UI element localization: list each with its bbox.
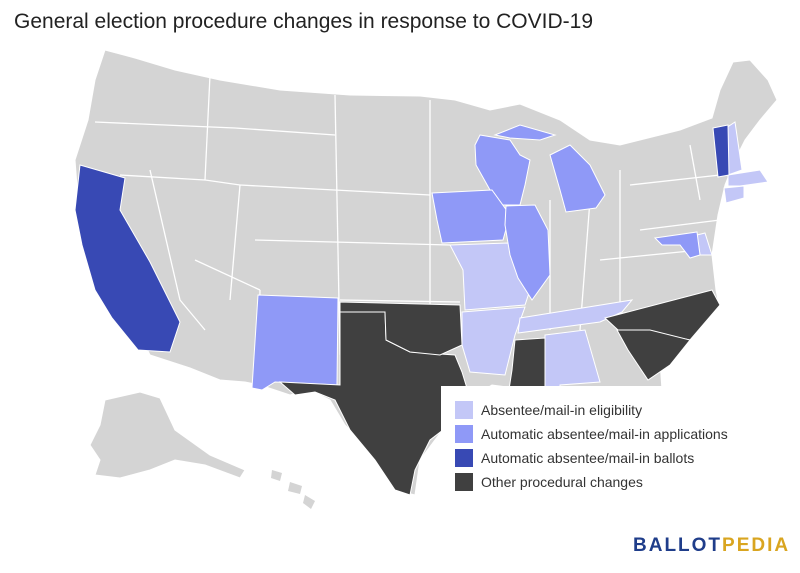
legend-swatch (455, 473, 473, 491)
map-title: General election procedure changes in re… (14, 10, 593, 33)
state-new-mexico (251, 294, 339, 391)
state-connecticut (723, 185, 745, 204)
legend-label: Other procedural changes (481, 474, 643, 490)
hawaii-shape (271, 470, 315, 509)
legend-swatch (455, 449, 473, 467)
legend-label: Automatic absentee/mail-in applications (481, 426, 728, 442)
state-california (74, 164, 181, 353)
legend-swatch (455, 425, 473, 443)
legend-item-ballots: Automatic absentee/mail-in ballots (455, 448, 694, 468)
state-south-carolina (616, 329, 691, 381)
legend-item-applications: Automatic absentee/mail-in applications (455, 424, 728, 444)
state-massachusetts (727, 169, 769, 187)
ballots-states (74, 124, 730, 353)
state-maryland (653, 231, 701, 259)
state-oklahoma (339, 301, 463, 356)
legend: Absentee/mail-in eligibility Automatic a… (441, 386, 800, 498)
state-vermont (712, 124, 730, 178)
state-michigan (493, 124, 606, 213)
legend-item-eligibility: Absentee/mail-in eligibility (455, 400, 642, 420)
other-states (278, 289, 721, 496)
logo-part-ballot: BALLOT (633, 535, 723, 556)
state-iowa (431, 189, 511, 244)
logo-part-pedia: PEDIA (722, 535, 791, 556)
state-illinois (504, 204, 551, 301)
eligibility-states (449, 121, 769, 399)
state-wisconsin (474, 134, 531, 206)
legend-item-other: Other procedural changes (455, 472, 643, 492)
alaska-shape (89, 391, 246, 479)
legend-label: Automatic absentee/mail-in ballots (481, 450, 695, 466)
legend-swatch (455, 401, 473, 419)
ballotpedia-logo: BALLOTPEDIA (633, 535, 790, 557)
legend-label: Absentee/mail-in eligibility (481, 402, 643, 418)
applications-states (251, 124, 701, 391)
